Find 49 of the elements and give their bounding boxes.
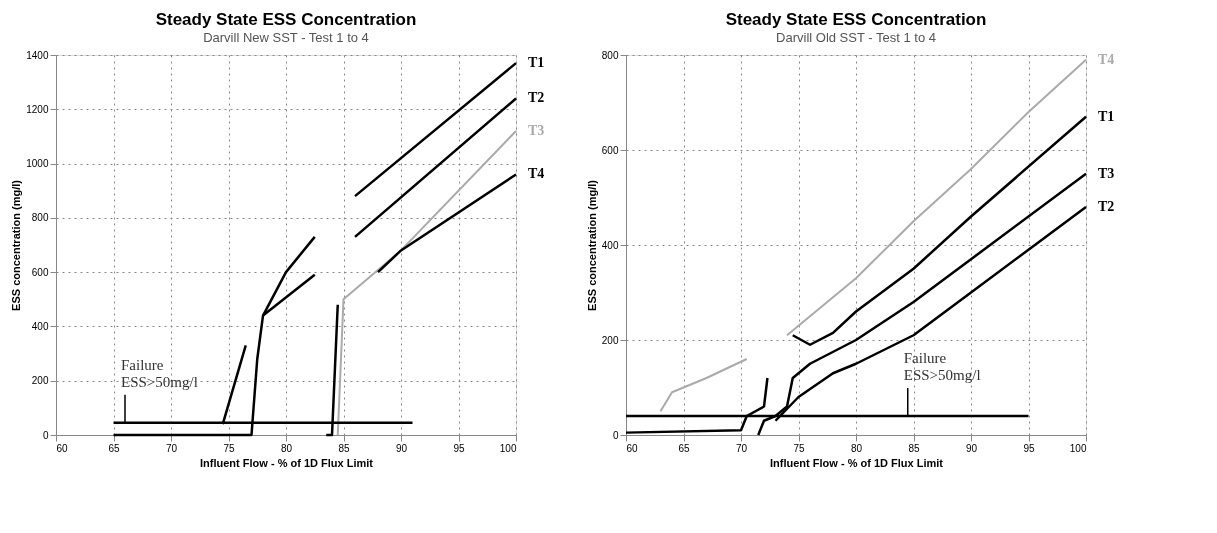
- y-tick-label: 400: [601, 239, 619, 251]
- y-axis-title: ESS concentration (mg/l): [10, 179, 23, 311]
- annotation: Failure ESS>50mg/l: [903, 350, 981, 383]
- y-tick-label: 400: [31, 320, 49, 332]
- x-tick-label: 65: [678, 442, 690, 454]
- y-tick-label: 800: [601, 49, 619, 61]
- y-tick-label: 200: [31, 375, 49, 387]
- series-label: T3: [528, 123, 545, 138]
- y-tick-label: 600: [31, 266, 49, 278]
- x-tick-label: 60: [626, 442, 639, 454]
- y-tick-label: 0: [42, 429, 49, 441]
- x-tick-label: 85: [338, 442, 350, 454]
- series-label: T1: [528, 55, 545, 71]
- y-tick-label: 1400: [26, 49, 49, 61]
- x-tick-label: 100: [499, 442, 517, 454]
- series-label: T1: [1098, 108, 1115, 124]
- x-tick-label: 60: [56, 442, 69, 454]
- series-label: T3: [1098, 165, 1115, 181]
- chart-title: Steady State ESS Concentration: [725, 10, 987, 29]
- series-label: T2: [528, 90, 545, 106]
- x-tick-label: 70: [165, 442, 178, 454]
- x-tick-label: 90: [395, 442, 408, 454]
- chart-subtitle: Darvill Old SST - Test 1 to 4: [776, 30, 936, 45]
- y-tick-label: 1000: [26, 158, 49, 170]
- x-tick-label: 100: [1069, 442, 1087, 454]
- x-axis-title: Influent Flow - % of 1D Flux Limit: [770, 456, 944, 469]
- y-tick-label: 800: [31, 212, 49, 224]
- y-axis-title: ESS concentration (mg/l): [585, 179, 598, 311]
- y-tick-label: 600: [601, 144, 619, 156]
- chart-title: Steady State ESS Concentration: [155, 10, 417, 29]
- x-tick-label: 85: [908, 442, 920, 454]
- x-tick-label: 70: [735, 442, 748, 454]
- x-tick-label: 75: [223, 442, 235, 454]
- x-tick-label: 65: [108, 442, 120, 454]
- x-tick-label: 95: [453, 442, 465, 454]
- x-axis-title: Influent Flow - % of 1D Flux Limit: [200, 456, 374, 469]
- x-tick-label: 95: [1023, 442, 1035, 454]
- series-label: T4: [528, 166, 545, 182]
- series-label: T4: [1098, 51, 1115, 67]
- chart-subtitle: Darvill New SST - Test 1 to 4: [203, 30, 369, 45]
- x-tick-label: 80: [850, 442, 863, 454]
- annotation: Failure ESS>50mg/l: [121, 356, 198, 390]
- series-label: T2: [1098, 199, 1115, 214]
- y-tick-label: 0: [612, 429, 619, 441]
- y-tick-label: 200: [601, 334, 619, 346]
- x-tick-label: 90: [965, 442, 978, 454]
- x-tick-label: 75: [793, 442, 805, 454]
- y-tick-label: 1200: [26, 103, 49, 115]
- x-tick-label: 80: [280, 442, 293, 454]
